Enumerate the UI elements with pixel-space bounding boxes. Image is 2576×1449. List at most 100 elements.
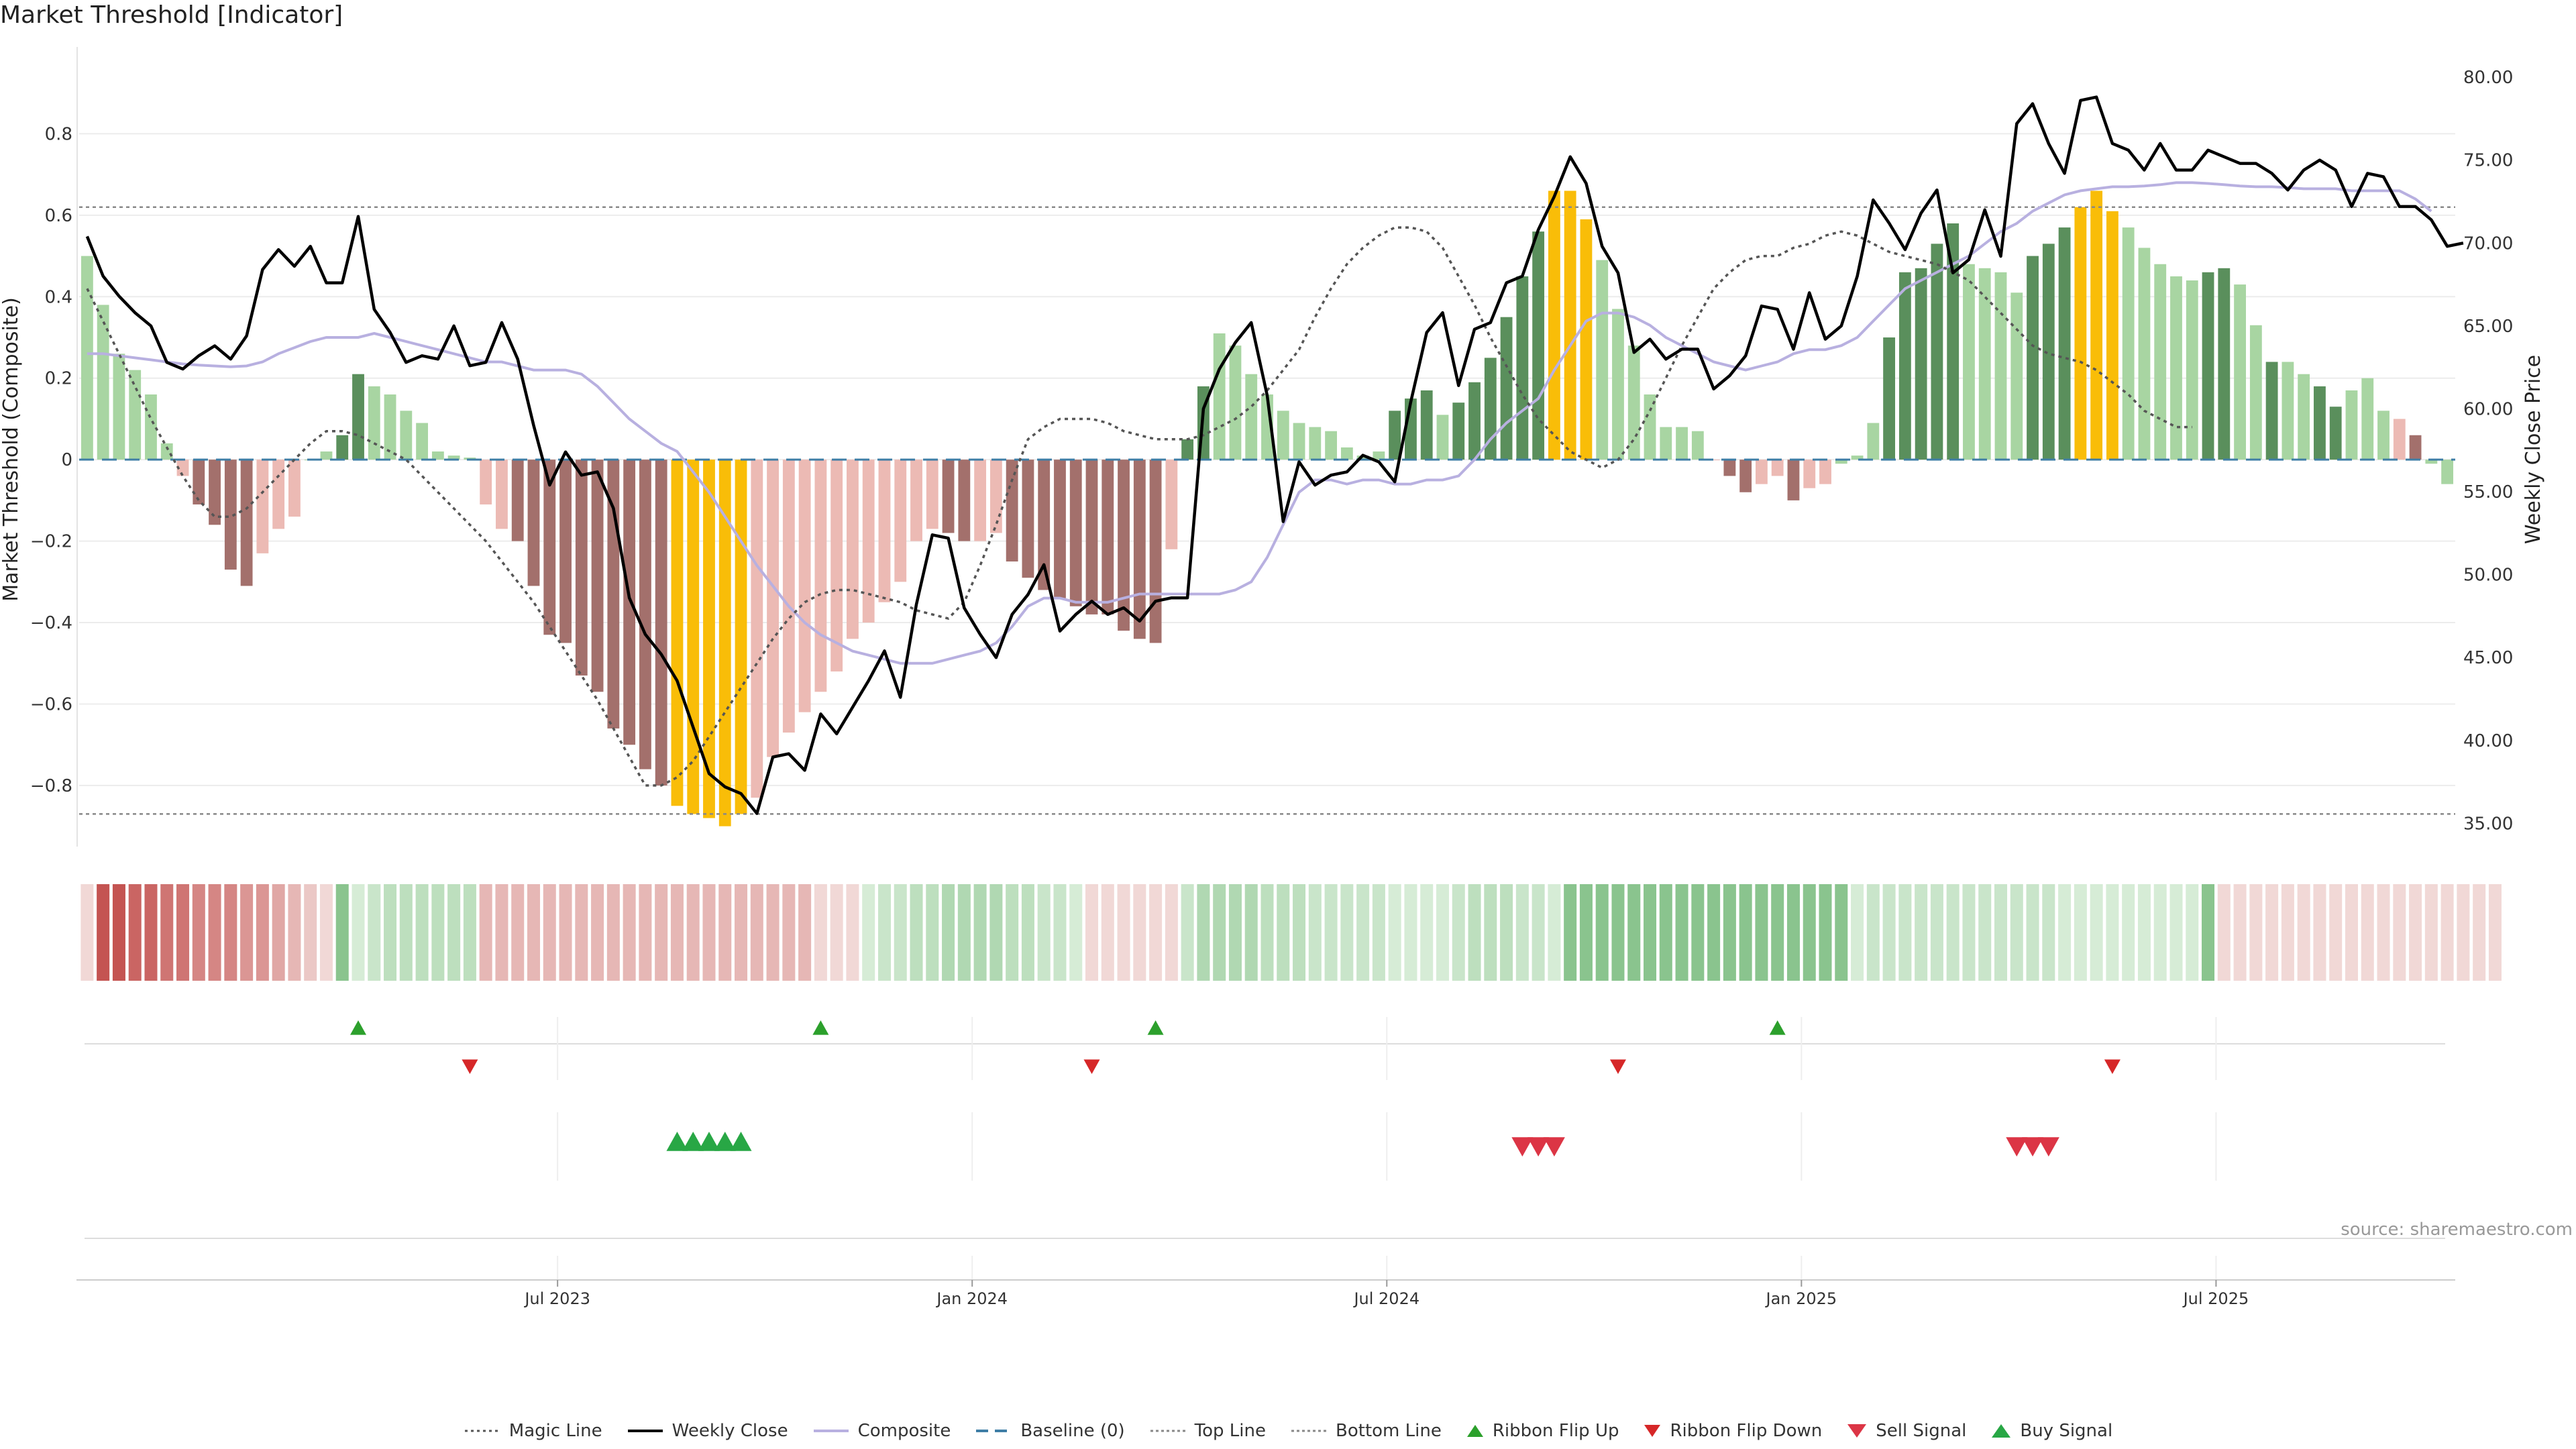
ribbon-cell <box>623 884 636 981</box>
ribbon-cell <box>2058 884 2072 981</box>
y-tick-label-right: 70.00 <box>2463 233 2513 254</box>
ribbon-cell <box>2074 884 2087 981</box>
ribbon-cell <box>2329 884 2343 981</box>
ribbon-cell <box>495 884 508 981</box>
composite-bar <box>1627 345 1640 460</box>
ribbon-cell <box>384 884 397 981</box>
x-tick-label: Jul 2024 <box>1352 1289 1419 1308</box>
ribbon-cell <box>639 884 652 981</box>
sell-signal-marker <box>2006 1137 2028 1157</box>
ribbon-cell <box>2457 884 2470 981</box>
legend-item-baseline: Baseline (0) <box>975 1421 1125 1441</box>
composite-bar <box>2249 325 2262 460</box>
composite-bar <box>623 460 636 745</box>
composite-bar <box>1006 460 1018 561</box>
composite-bar <box>974 460 987 541</box>
ribbon-cell <box>511 884 525 981</box>
composite-bar <box>751 460 763 798</box>
composite-bar <box>1516 276 1529 460</box>
composite-bar <box>160 443 173 460</box>
ribbon-cell <box>288 884 301 981</box>
composite-bar <box>176 460 189 476</box>
composite-bar <box>894 460 907 582</box>
ribbon-cell <box>2393 884 2406 981</box>
ribbon-cell <box>591 884 604 981</box>
composite-bar <box>718 460 731 826</box>
chart-title: Market Threshold [Indicator] <box>0 1 343 29</box>
composite-bar <box>2058 227 2071 460</box>
ribbon-cell <box>1915 884 1928 981</box>
y-tick-label-right: 50.00 <box>2463 566 2513 586</box>
composite-bar <box>1277 411 1289 460</box>
sell-signal-marker <box>1543 1137 1565 1157</box>
ribbon-cell <box>1532 884 1545 981</box>
ribbon-cell <box>877 884 891 981</box>
composite-bar <box>1085 460 1098 614</box>
composite-bar <box>639 460 651 769</box>
ribbon-cell <box>1228 884 1242 981</box>
ribbon-cell <box>1260 884 1274 981</box>
ribbon-cell <box>606 884 620 981</box>
composite-bar <box>2425 460 2438 464</box>
solid-black-line-icon <box>627 1430 663 1432</box>
composite-bar <box>1898 272 1911 460</box>
buy-signal-marker <box>682 1132 704 1151</box>
ribbon-cell <box>2042 884 2055 981</box>
composite-bar <box>1787 460 1800 500</box>
ribbon-cell <box>240 884 254 981</box>
dashed-blue-line-icon <box>976 1430 1012 1432</box>
ribbon-cell <box>814 884 827 981</box>
ribbon-cell <box>1675 884 1688 981</box>
composite-bar <box>2106 211 2118 460</box>
y-tick-label-right: 75.00 <box>2463 151 2513 171</box>
ribbon-cell <box>1946 884 1960 981</box>
ribbon-cell <box>862 884 875 981</box>
composite-bar <box>480 460 492 504</box>
sell-signal-marker <box>2022 1137 2044 1157</box>
composite-bar <box>1149 460 1162 643</box>
composite-bar <box>910 460 922 541</box>
ribbon-cell <box>399 884 413 981</box>
composite-bar <box>2090 191 2103 460</box>
ribbon-cell <box>750 884 763 981</box>
ribbon-cell <box>527 884 541 981</box>
legend-item-top-line: Top Line <box>1149 1421 1266 1441</box>
composite-bar <box>496 460 508 529</box>
ribbon-cell <box>160 884 174 981</box>
red-triangle-down-icon <box>1644 1425 1661 1437</box>
ribbon-cell <box>1340 884 1354 981</box>
y-tick-label-right: 45.00 <box>2463 648 2513 668</box>
composite-bar <box>511 460 524 541</box>
ribbon-cell <box>2488 884 2502 981</box>
composite-bar <box>1947 223 1960 460</box>
ribbon-cell <box>543 884 556 981</box>
ribbon-cell <box>1117 884 1130 981</box>
ribbon-cell <box>1484 884 1497 981</box>
composite-bar <box>2202 272 2214 460</box>
ribbon-cell <box>1149 884 1163 981</box>
y-tick-label-right: 35.00 <box>2463 814 2513 834</box>
y-tick-label-right: 65.00 <box>2463 317 2513 337</box>
ribbon-cell <box>2217 884 2231 981</box>
composite-bar <box>2074 207 2087 460</box>
ribbon-cell <box>1197 884 1210 981</box>
ribbon-cell <box>1819 884 1832 981</box>
ribbon-cell <box>2409 884 2422 981</box>
ribbon-cell <box>1436 884 1449 981</box>
composite-bar <box>1054 460 1066 598</box>
composite-bar <box>1468 382 1481 460</box>
composite-bar <box>1373 451 1385 460</box>
legend-label: Baseline (0) <box>1020 1421 1125 1441</box>
composite-bar <box>113 354 125 460</box>
composite-bar <box>2409 435 2422 460</box>
composite-bar <box>1883 337 1896 460</box>
ribbon-cell <box>1165 884 1178 981</box>
ribbon-flip-up-marker <box>1147 1020 1164 1035</box>
ribbon-cell <box>1181 884 1194 981</box>
composite-bar <box>2138 248 2151 460</box>
ribbon-cell <box>192 884 205 981</box>
legend-label: Top Line <box>1194 1421 1266 1441</box>
legend-label: Weekly Close <box>672 1421 788 1441</box>
composite-bar <box>1420 390 1433 460</box>
